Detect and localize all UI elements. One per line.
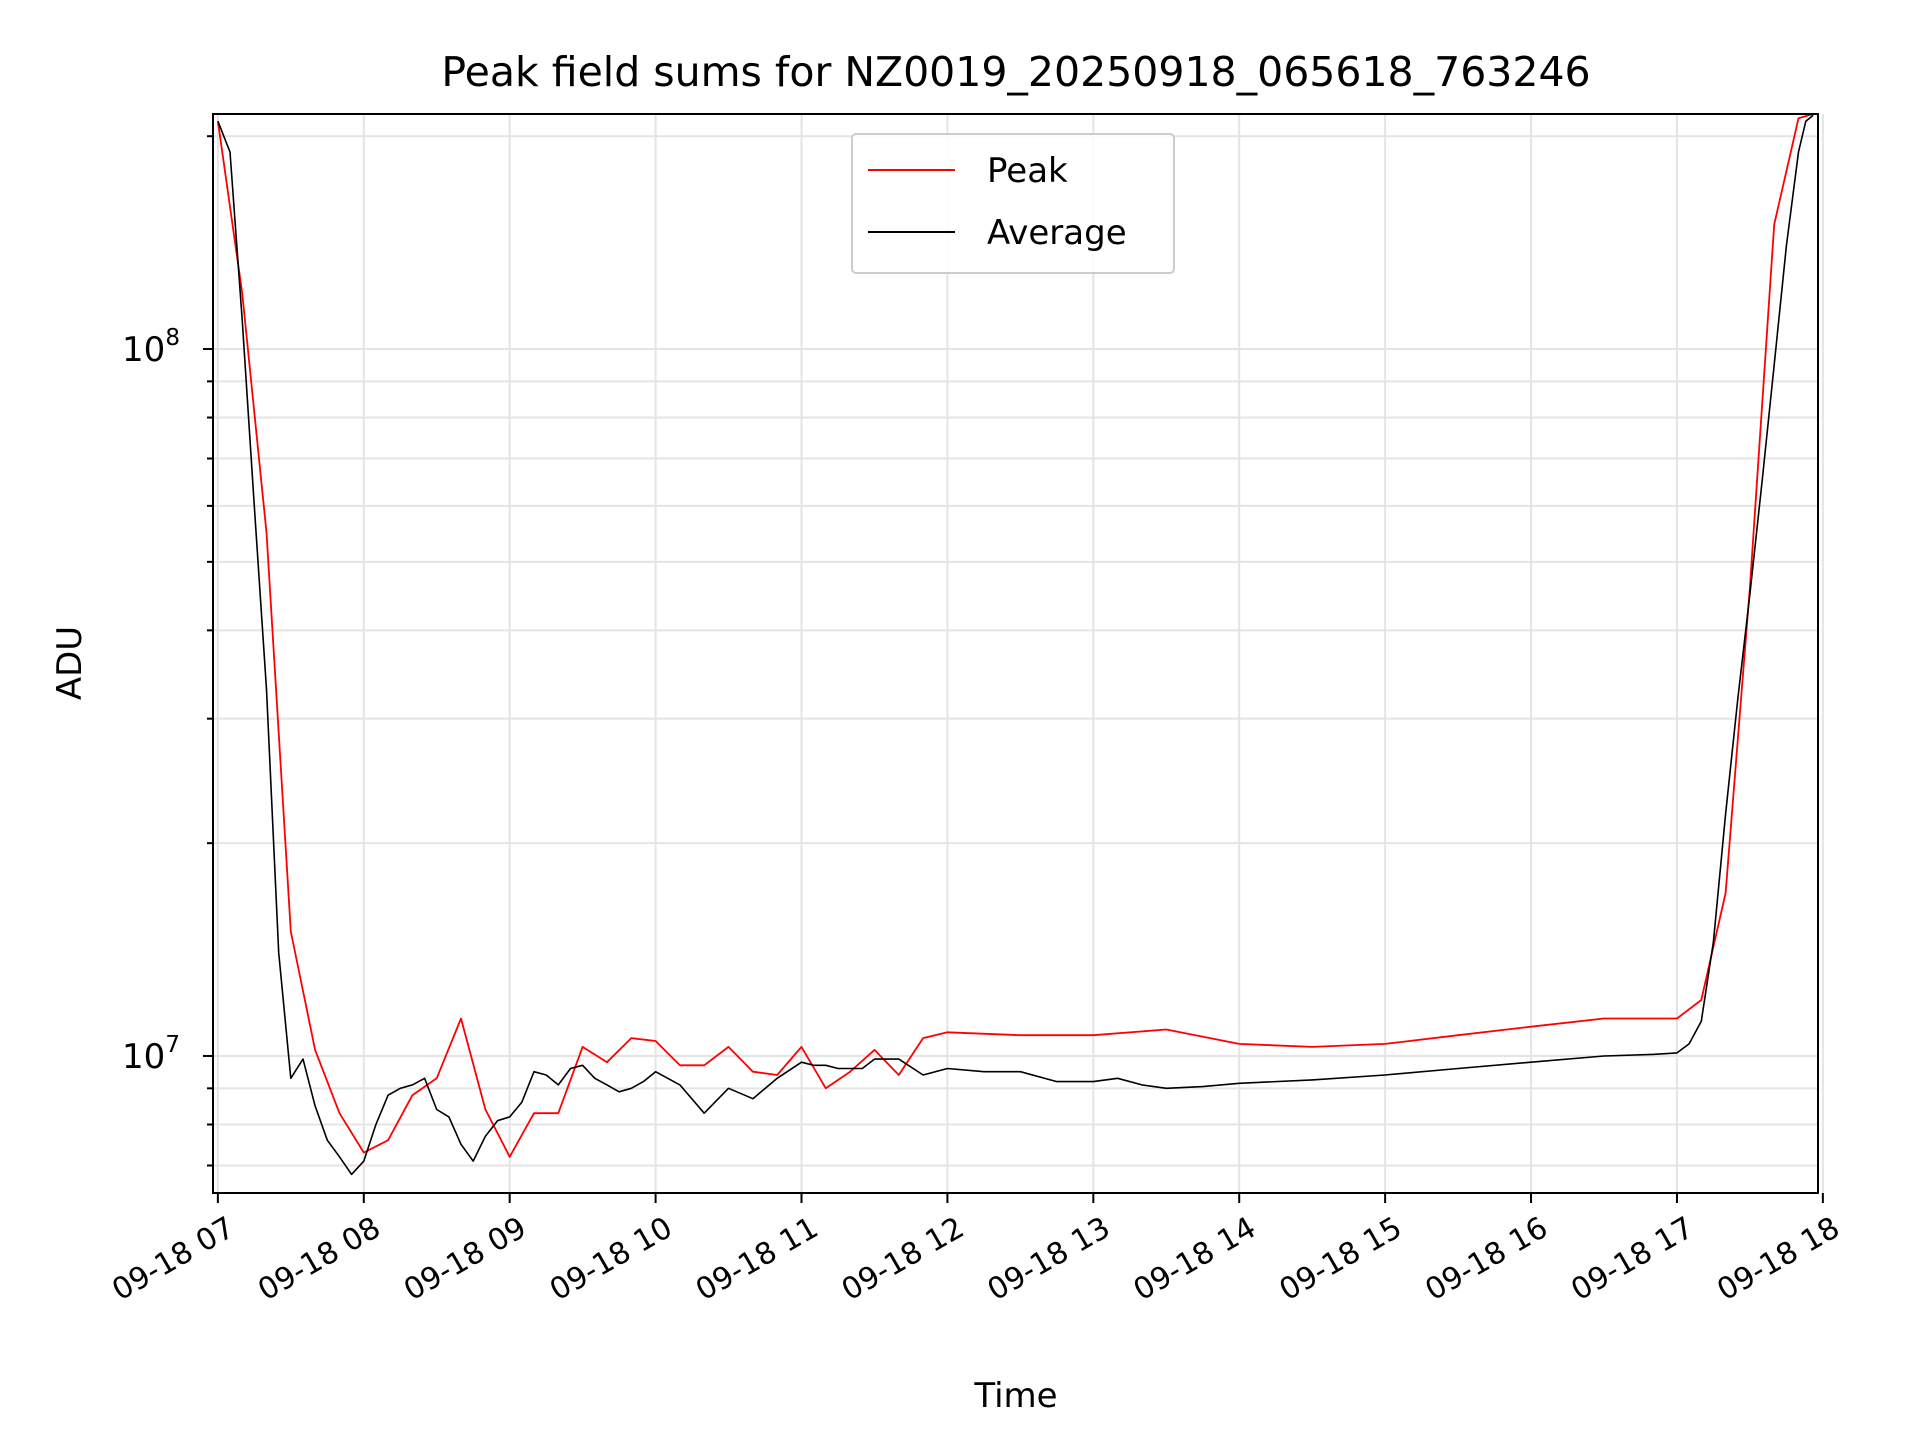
plot-frame (212, 113, 1819, 1194)
y-tick-label: 108 (122, 325, 180, 370)
series-line-average (217, 114, 1814, 1176)
series-line-peak (217, 113, 1814, 1158)
chart-title: Peak field sums for NZ0019_20250918_0656… (441, 48, 1590, 96)
legend: Peak Average (851, 133, 1175, 274)
legend-box (851, 133, 1175, 274)
grid (213, 114, 1824, 1193)
y-axis-label: ADU (50, 626, 90, 700)
plot-lines (217, 113, 1814, 1176)
legend-label-average: Average (987, 213, 1127, 253)
x-axis-label: Time (973, 1376, 1057, 1416)
legend-label-peak: Peak (987, 151, 1068, 191)
y-tick-label: 107 (122, 1032, 180, 1077)
